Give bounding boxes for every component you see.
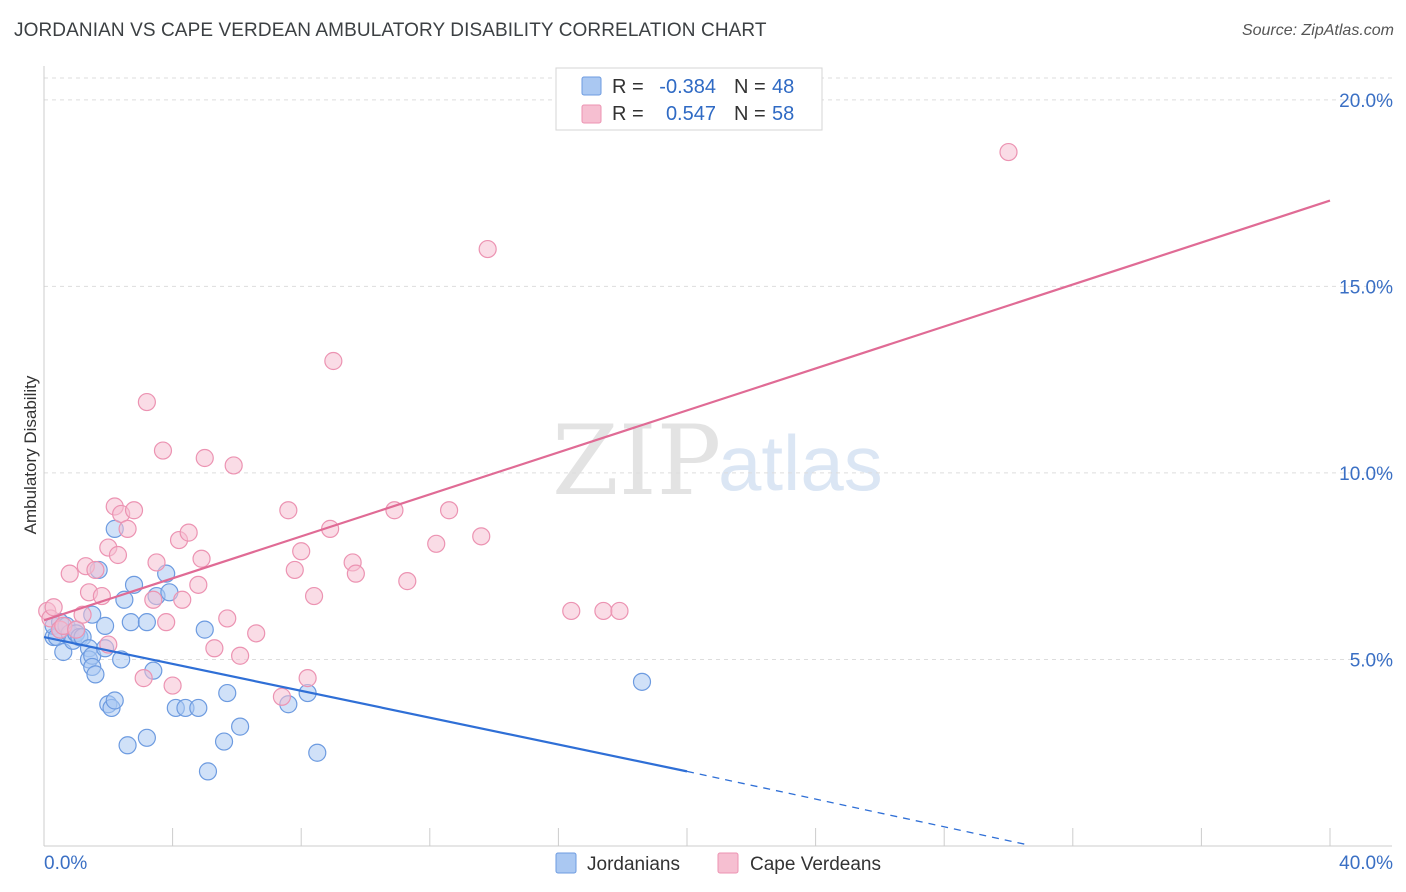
bottom-legend-cape-verdeans: Cape Verdeans <box>750 854 881 875</box>
cape-verdean-point-46 <box>346 564 365 583</box>
bottom-legend-jordanians: Jordanians <box>587 854 680 875</box>
cape-verdean-point-52 <box>478 239 497 259</box>
source-label: Source: ZipAtlas.com <box>1241 22 1394 39</box>
cape-verdean-point-25 <box>163 676 182 695</box>
jordanian-trend-line <box>43 636 688 773</box>
cape-verdean-point-55 <box>610 601 629 621</box>
y-tick-label-1: 10.0% <box>1339 464 1393 485</box>
bottom-legend-swatch-cape-verdeans <box>717 852 739 874</box>
cape-verdean-point-33 <box>218 609 237 628</box>
jordanian-point-43 <box>218 683 237 703</box>
legend-n-label-blue: N = <box>734 76 766 98</box>
correlation-legend: R = -0.384 N = 48 R = 0.547 N = 58 <box>555 67 823 131</box>
y-tick-label-3: 20.0% <box>1339 91 1393 112</box>
cape-verdean-point-7 <box>73 605 92 624</box>
data-points <box>38 142 1018 781</box>
chart-title: JORDANIAN VS CAPE VERDEAN AMBULATORY DIS… <box>14 20 767 41</box>
watermark-atlas: atlas <box>718 419 883 507</box>
cape-verdean-point-17 <box>118 519 137 538</box>
jordanian-point-32 <box>137 613 156 632</box>
cape-verdean-point-24 <box>157 613 176 632</box>
cape-verdean-point-19 <box>134 669 153 688</box>
jordanian-point-18 <box>86 665 105 684</box>
jordanian-point-28 <box>118 736 137 755</box>
jordanian-trend-extension <box>686 770 1025 845</box>
jordanian-point-24 <box>105 691 124 710</box>
cape-verdean-point-32 <box>205 639 224 658</box>
jordanian-point-47 <box>308 743 327 762</box>
cape-verdean-point-5 <box>60 564 79 583</box>
legend-r-label-blue: R = <box>612 76 644 98</box>
legend-swatch-pink <box>581 104 602 124</box>
cape-verdean-point-54 <box>594 601 613 621</box>
trend-lines <box>43 199 1331 845</box>
cape-verdean-point-21 <box>144 590 163 609</box>
cape-verdean-point-29 <box>189 575 208 594</box>
cape-verdean-trend-line <box>43 199 1331 622</box>
cape-verdean-point-23 <box>153 441 173 460</box>
cape-verdean-point-34 <box>224 456 243 475</box>
jordanian-point-40 <box>195 620 214 639</box>
grid-lines <box>44 77 1392 660</box>
series-cape-verdeans <box>38 142 1018 706</box>
legend-r-label-pink: R = <box>612 103 644 125</box>
cape-verdean-point-37 <box>272 687 292 706</box>
cape-verdean-point-18 <box>124 501 144 520</box>
legend-r-value-pink: 0.547 <box>666 103 716 125</box>
cape-verdean-point-27 <box>173 590 192 609</box>
watermark-zip: ZIP <box>552 405 721 517</box>
cape-verdean-point-39 <box>285 560 304 580</box>
cape-verdean-point-50 <box>439 501 459 520</box>
cape-verdean-point-40 <box>292 542 311 561</box>
y-tick-labels: 5.0% 10.0% 15.0% 20.0% <box>1339 91 1393 672</box>
legend-swatch-blue <box>581 76 602 96</box>
jordanian-point-44 <box>231 717 250 736</box>
cape-verdean-point-30 <box>192 549 211 568</box>
series-legend: Jordanians Cape Verdeans <box>555 852 881 875</box>
cape-verdean-point-36 <box>231 646 250 665</box>
legend-n-value-pink: 58 <box>772 103 794 125</box>
x-tick-labels: 0.0% 40.0% <box>44 853 1393 874</box>
cape-verdean-point-51 <box>472 527 491 546</box>
jordanian-point-26 <box>112 650 131 669</box>
y-tick-label-0: 5.0% <box>1350 650 1393 671</box>
jordanian-point-21 <box>95 616 115 635</box>
cape-verdean-point-2 <box>44 598 63 617</box>
cape-verdean-point-48 <box>398 572 417 591</box>
jordanian-point-48 <box>632 672 652 691</box>
cape-verdean-point-44 <box>324 351 343 371</box>
cape-verdean-point-41 <box>298 669 317 688</box>
legend-n-value-blue: 48 <box>772 76 794 98</box>
cape-verdean-point-42 <box>304 586 324 606</box>
legend-n-label-pink: N = <box>734 103 766 125</box>
axes <box>43 66 1392 847</box>
jordanian-point-42 <box>214 732 234 751</box>
x-tick-label-0: 0.0% <box>44 853 87 874</box>
x-tick-label-1: 40.0% <box>1339 853 1393 874</box>
jordanian-point-39 <box>189 698 208 718</box>
cape-verdean-point-47 <box>385 501 404 520</box>
cape-verdean-point-38 <box>279 501 298 520</box>
cape-verdean-point-22 <box>147 553 166 572</box>
cape-verdean-point-31 <box>195 448 214 468</box>
bottom-legend-swatch-jordanians <box>555 852 577 874</box>
cape-verdean-point-15 <box>108 545 128 565</box>
cape-verdean-point-35 <box>247 624 266 643</box>
cape-verdean-point-49 <box>427 534 446 553</box>
legend-r-value-blue: -0.384 <box>659 76 716 98</box>
cape-verdean-point-20 <box>137 392 156 412</box>
jordanian-point-29 <box>121 613 140 632</box>
jordanian-point-41 <box>198 762 218 781</box>
cape-verdean-point-56 <box>999 142 1018 162</box>
cape-verdean-point-53 <box>562 601 581 621</box>
y-axis-label: Ambulatory Disability <box>21 375 40 534</box>
jordanian-point-31 <box>137 728 156 747</box>
cape-verdean-point-28 <box>179 523 198 542</box>
y-tick-label-2: 15.0% <box>1339 277 1393 298</box>
cape-verdean-point-10 <box>86 560 105 580</box>
